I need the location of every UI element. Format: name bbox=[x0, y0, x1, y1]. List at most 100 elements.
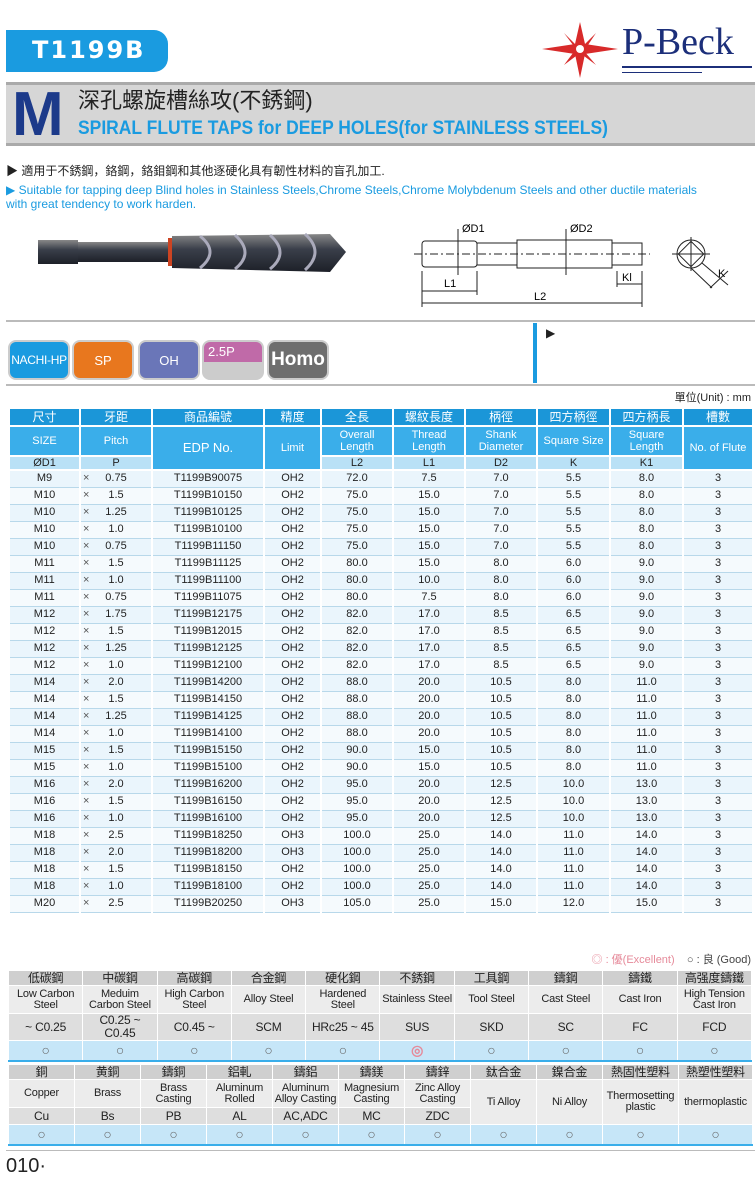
table-row: M18 × 2.0 T1199B18200 OH3 100.0 25.0 14.0 11.0 14… bbox=[8, 844, 754, 862]
material-zh: 鑄鋅 bbox=[404, 1064, 471, 1080]
times-icon: × bbox=[83, 675, 90, 688]
cell-5: 20.0 bbox=[392, 810, 466, 828]
cell-6: 8.5 bbox=[464, 606, 538, 624]
cell-0: M15 bbox=[8, 742, 81, 760]
cell-0: M11 bbox=[8, 555, 81, 573]
cell-0: M16 bbox=[8, 776, 81, 794]
cell-8: 15.0 bbox=[609, 895, 684, 913]
table-row: M18 × 1.5 T1199B18150 OH2 100.0 25.0 14.0 11.0 14… bbox=[8, 861, 754, 879]
cell-3: OH2 bbox=[263, 861, 322, 879]
cell-1: × 1.5 bbox=[79, 691, 153, 709]
cell-7: 10.0 bbox=[536, 810, 611, 828]
pitch-value: 1.5 bbox=[108, 795, 124, 807]
cell-4: 75.0 bbox=[320, 487, 394, 505]
material-table-1: 低碳鋼 中碳鋼 高碳鋼 合金鋼 硬化鋼 不銹鋼 工具鋼 鑄鋼 鑄鐵 高强度鑄鐵 Low Carbon… bbox=[7, 970, 753, 1062]
cell-8: 9.0 bbox=[609, 623, 684, 641]
cell-6: 10.5 bbox=[464, 742, 538, 760]
header-limit: Limit bbox=[263, 425, 322, 471]
cell-4: 82.0 bbox=[320, 640, 394, 658]
header-zh-9: 槽數 bbox=[682, 407, 754, 427]
header-edp: EDP No. bbox=[151, 425, 265, 471]
cell-5: 7.5 bbox=[392, 589, 466, 607]
cell-4: 90.0 bbox=[320, 742, 394, 760]
pitch-value: 1.25 bbox=[105, 642, 127, 654]
pitch-value: 1.5 bbox=[108, 693, 124, 705]
table-row: M9 × 0.75 T1199B90075 OH2 72.0 7.5 7.0 5.5 8.0 3 bbox=[8, 470, 754, 488]
cell-1: × 0.75 bbox=[79, 470, 153, 488]
material-rating: ○ bbox=[536, 1124, 603, 1146]
material-en: Hardened Steel bbox=[305, 985, 381, 1014]
cell-1: × 1.25 bbox=[79, 504, 153, 522]
header-size: SIZE bbox=[8, 425, 81, 457]
cell-1: × 1.0 bbox=[79, 810, 153, 828]
cell-2: T1199B16150 bbox=[151, 793, 265, 811]
pitch-value: 2.0 bbox=[108, 676, 124, 688]
material-table-2: 銅黄銅 鑄銅 鋁軋 鑄鋁 鑄鎂 鑄鋅 鈦合金 鎳合金 熱固性塑料 熱塑性塑料 Copper Brass… bbox=[8, 1064, 753, 1146]
cell-1: × 1.0 bbox=[79, 521, 153, 539]
table-row: M10 × 1.0 T1199B10100 OH2 75.0 15.0 7.0 5.5 8.0 3 bbox=[8, 521, 754, 539]
cell-2: T1199B15100 bbox=[151, 759, 265, 777]
times-icon: × bbox=[83, 862, 90, 875]
cell-8: 11.0 bbox=[609, 759, 684, 777]
cell-8: 8.0 bbox=[609, 538, 684, 556]
cell-6: 8.5 bbox=[464, 623, 538, 641]
cell-9: 3 bbox=[682, 861, 754, 879]
label-l2: L2 bbox=[534, 291, 546, 303]
cell-6: 10.5 bbox=[464, 725, 538, 743]
cell-6: 10.5 bbox=[464, 674, 538, 692]
pitch-value: 1.5 bbox=[108, 489, 124, 501]
table-row: M12 × 1.25 T1199B12125 OH2 82.0 17.0 8.5 6.5 9.0 3 bbox=[8, 640, 754, 658]
cell-2: T1199B12125 bbox=[151, 640, 265, 658]
material-zh: 高强度鑄鐵 bbox=[676, 970, 753, 986]
cell-7: 6.5 bbox=[536, 606, 611, 624]
cell-3: OH2 bbox=[263, 589, 322, 607]
cell-1: × 2.5 bbox=[79, 827, 153, 845]
cell-7: 5.5 bbox=[536, 521, 611, 539]
material-en: Zinc Alloy Casting bbox=[404, 1079, 471, 1108]
cell-8: 11.0 bbox=[609, 725, 684, 743]
cell-8: 11.0 bbox=[609, 742, 684, 760]
material-zh: 鑄鋼 bbox=[528, 970, 604, 986]
material-en: Aluminum Alloy Casting bbox=[272, 1079, 339, 1108]
material-code: MC bbox=[338, 1107, 405, 1125]
cell-3: OH2 bbox=[263, 878, 322, 896]
material-zh: 低碳鋼 bbox=[7, 970, 84, 986]
pitch-value: 1.5 bbox=[108, 625, 124, 637]
header-flutes: No. of Flute bbox=[682, 425, 754, 471]
cell-5: 25.0 bbox=[392, 878, 466, 896]
material-en: Tool Steel bbox=[453, 985, 530, 1014]
material-rating: ○ bbox=[156, 1040, 232, 1062]
material-zh: 鑄銅 bbox=[140, 1064, 207, 1080]
cell-0: M12 bbox=[8, 657, 81, 675]
cell-8: 11.0 bbox=[609, 708, 684, 726]
cell-7: 11.0 bbox=[536, 827, 611, 845]
material-code: FC bbox=[602, 1013, 678, 1041]
times-icon: × bbox=[83, 709, 90, 722]
cell-0: M14 bbox=[8, 691, 81, 709]
cell-2: T1199B16200 bbox=[151, 776, 265, 794]
material-en: High Carbon Steel bbox=[156, 985, 232, 1014]
material-en: Meduim Carbon Steel bbox=[82, 985, 158, 1014]
tap-dimension-diagram: ØD1 ØD2 L1 L2 Kl K bbox=[414, 223, 729, 307]
cell-7: 6.5 bbox=[536, 657, 611, 675]
times-icon: × bbox=[83, 641, 90, 654]
cell-2: T1199B20250 bbox=[151, 895, 265, 913]
logo-text: P-Beck bbox=[622, 21, 734, 63]
material-en: Cast Steel bbox=[528, 985, 604, 1014]
cell-7: 8.0 bbox=[536, 674, 611, 692]
pitch-value: 1.0 bbox=[108, 880, 124, 892]
material-en: Alloy Steel bbox=[230, 985, 307, 1014]
cell-5: 17.0 bbox=[392, 606, 466, 624]
times-icon: × bbox=[83, 726, 90, 739]
times-icon: × bbox=[83, 590, 90, 603]
cell-1: × 2.0 bbox=[79, 776, 153, 794]
header-zh-4: 全長 bbox=[320, 407, 394, 427]
header-symbol-4: D2 bbox=[464, 455, 538, 471]
cell-9: 3 bbox=[682, 810, 754, 828]
cell-3: OH2 bbox=[263, 742, 322, 760]
cell-0: M18 bbox=[8, 844, 81, 862]
cell-5: 7.5 bbox=[392, 470, 466, 488]
cell-8: 9.0 bbox=[609, 657, 684, 675]
cell-6: 12.5 bbox=[464, 793, 538, 811]
material-en: Ni Alloy bbox=[536, 1079, 603, 1125]
